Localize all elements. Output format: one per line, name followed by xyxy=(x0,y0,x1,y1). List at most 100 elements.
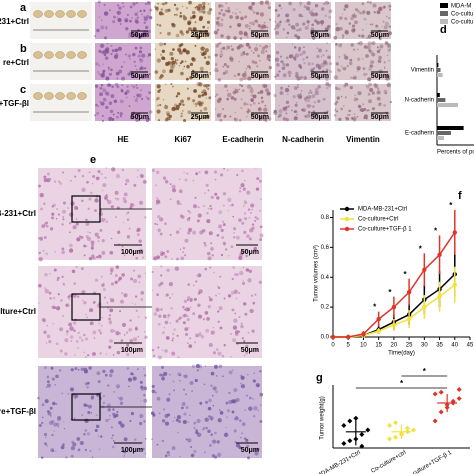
cell xyxy=(357,9,360,13)
cell xyxy=(371,91,375,95)
cell xyxy=(192,34,195,37)
cell xyxy=(207,3,210,5)
cell xyxy=(157,322,161,326)
cell xyxy=(252,248,257,253)
micrograph-bg xyxy=(38,266,146,358)
cell xyxy=(103,402,105,404)
scale-bar-label: 50μm xyxy=(131,32,149,39)
cell xyxy=(102,72,105,75)
cell xyxy=(238,30,244,35)
cell xyxy=(259,392,264,397)
cell xyxy=(55,450,57,453)
cell xyxy=(202,426,206,430)
cell xyxy=(252,301,256,305)
cell xyxy=(243,230,247,234)
cell xyxy=(218,97,222,101)
point xyxy=(452,230,457,235)
cell xyxy=(248,46,252,49)
scale-bar-label: 100μm xyxy=(121,447,143,454)
cell xyxy=(338,69,342,73)
cell xyxy=(135,309,138,312)
significance-mark: * xyxy=(388,288,392,297)
cell xyxy=(276,22,281,27)
cell xyxy=(362,10,366,14)
cell xyxy=(223,432,229,438)
cell xyxy=(230,245,234,249)
cell xyxy=(129,420,132,423)
cell xyxy=(176,47,182,52)
cell xyxy=(254,293,257,296)
scale-bar-label: 50μm xyxy=(191,73,209,80)
cell xyxy=(246,234,250,238)
cell xyxy=(171,23,176,28)
cell xyxy=(285,13,290,18)
cell xyxy=(71,440,75,444)
cell xyxy=(160,53,163,56)
cell xyxy=(137,11,139,13)
cell xyxy=(247,84,252,89)
cell xyxy=(101,251,106,255)
cell xyxy=(219,55,222,58)
cell xyxy=(231,369,234,371)
tumor xyxy=(77,92,87,100)
cell xyxy=(319,20,325,25)
cell xyxy=(245,268,250,272)
cell xyxy=(379,48,382,51)
cell xyxy=(251,223,255,226)
micrograph xyxy=(155,81,212,123)
cell xyxy=(379,113,383,117)
cell xyxy=(251,208,253,211)
cell xyxy=(156,96,160,100)
cell xyxy=(99,391,102,394)
cell xyxy=(183,65,186,68)
cell xyxy=(246,36,249,39)
cell xyxy=(298,27,302,32)
cell xyxy=(234,441,237,443)
cell xyxy=(202,25,206,29)
cell xyxy=(139,413,144,419)
cell xyxy=(182,14,186,18)
cell xyxy=(314,90,319,96)
cell xyxy=(336,110,339,113)
cell xyxy=(155,199,160,204)
cell xyxy=(382,20,385,23)
cell xyxy=(135,256,139,260)
cell xyxy=(136,93,140,97)
cell xyxy=(221,236,225,239)
cell xyxy=(247,208,251,211)
cell xyxy=(195,429,198,432)
bar xyxy=(437,68,441,72)
cell xyxy=(161,56,165,60)
cell xyxy=(101,283,105,288)
cell xyxy=(202,428,204,431)
cell xyxy=(183,374,188,379)
x-axis-label: Time(day) xyxy=(388,351,415,357)
cell xyxy=(191,10,196,15)
cell xyxy=(108,9,111,12)
cell xyxy=(100,217,105,223)
cell xyxy=(358,105,362,109)
cell xyxy=(197,206,200,209)
cell xyxy=(257,91,260,95)
cell xyxy=(204,365,207,367)
point xyxy=(452,282,457,287)
cell xyxy=(275,22,277,24)
cell xyxy=(164,222,167,225)
cell xyxy=(327,2,330,5)
cell xyxy=(193,449,197,454)
point xyxy=(437,294,442,299)
cell xyxy=(51,212,55,216)
cell xyxy=(250,49,253,52)
cell xyxy=(49,178,52,180)
cell xyxy=(125,331,129,334)
cell xyxy=(264,117,267,120)
cell xyxy=(171,64,176,68)
significance-mark: * xyxy=(449,201,453,210)
tumor xyxy=(33,92,43,100)
cell xyxy=(102,69,106,73)
cell xyxy=(41,403,45,407)
cell xyxy=(193,297,197,301)
micrograph xyxy=(151,167,264,261)
cell xyxy=(350,76,353,79)
cell xyxy=(71,269,76,274)
